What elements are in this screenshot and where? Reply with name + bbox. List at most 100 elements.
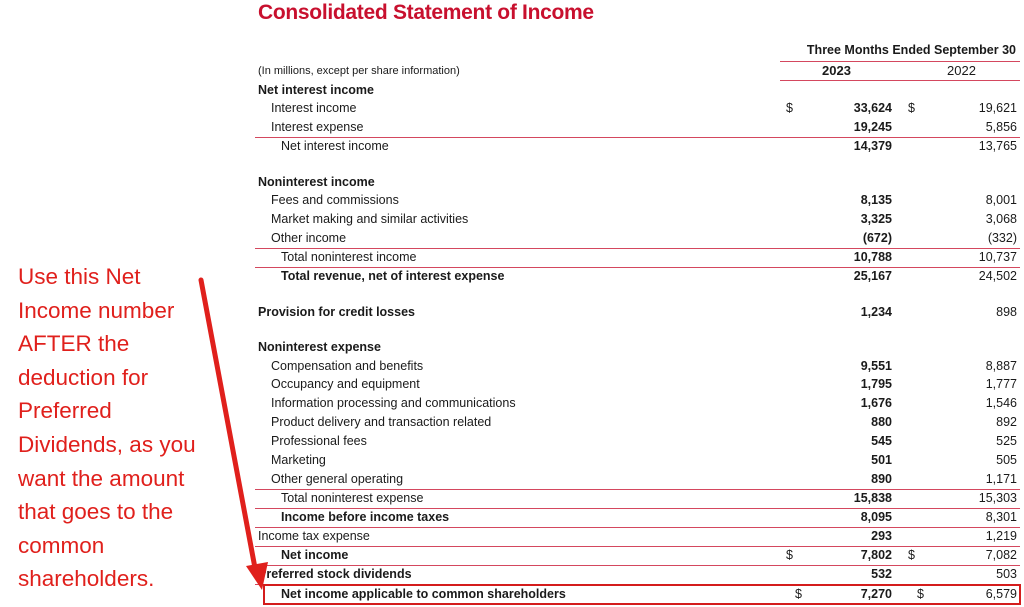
value-2022: 8,301: [985, 510, 1017, 524]
annotation-line: AFTER the: [18, 331, 130, 357]
table-row: Net interest income: [255, 81, 1020, 100]
value-2023: 293: [871, 529, 892, 543]
value-2022: 898: [996, 305, 1017, 319]
annotation-line: Dividends, as you: [18, 431, 196, 457]
value-2022: 7,082: [985, 548, 1017, 562]
table-row: Noninterest expense: [255, 338, 1020, 357]
annotation-line: deduction for: [18, 364, 149, 390]
table-row: Total noninterest income 10,788 10,737: [255, 248, 1020, 268]
value-2022: 1,171: [985, 472, 1017, 486]
divider: [780, 80, 1020, 81]
annotation-line: want the amount: [18, 465, 185, 491]
currency-symbol: $: [908, 101, 915, 115]
table-row: Occupancy and equipment 1,795 1,777: [255, 375, 1020, 394]
annotation-line: Preferred: [18, 398, 112, 424]
value-2023: 19,245: [853, 120, 892, 134]
value-2022: 19,621: [978, 101, 1017, 115]
statement-title: Consolidated Statement of Income: [258, 1, 594, 24]
row-label: Net income applicable to common sharehol…: [281, 587, 566, 601]
annotation-note: Use this Net Income number AFTER the deduct…: [18, 260, 218, 596]
row-label: Total noninterest expense: [281, 491, 424, 505]
value-2023: 3,325: [860, 212, 892, 226]
annotation-line: shareholders.: [18, 566, 155, 592]
row-label: Noninterest expense: [258, 340, 381, 354]
table-row: Other general operating 890 1,171: [255, 470, 1020, 490]
value-2023: 8,095: [860, 510, 892, 524]
row-label: Preferred stock dividends: [258, 567, 412, 581]
row-label: Total revenue, net of interest expense: [281, 269, 505, 283]
table-row: Interest expense 19,245 5,856: [255, 118, 1020, 138]
annotation-line: common: [18, 532, 105, 558]
table-row: Provision for credit losses 1,234 898: [255, 303, 1020, 322]
row-label: Product delivery and transaction related: [271, 415, 492, 429]
value-2022: 525: [996, 434, 1017, 448]
value-2022: 1,777: [985, 377, 1017, 391]
row-label: Net interest income: [281, 139, 389, 153]
table-row: Net income applicable to common sharehol…: [263, 584, 1021, 605]
units-note: (In millions, except per share informati…: [258, 65, 460, 77]
value-2023: 890: [871, 472, 892, 486]
row-label: Interest expense: [271, 120, 364, 134]
value-2022: 503: [996, 567, 1017, 581]
table-row: Preferred stock dividends 532 503: [255, 565, 1020, 585]
value-2023: 15,838: [853, 491, 892, 505]
row-label: Net interest income: [258, 83, 375, 97]
row-label: Market making and similar activities: [271, 212, 469, 226]
currency-symbol: $: [908, 548, 915, 562]
row-label: Compensation and benefits: [271, 359, 424, 373]
row-label: Other income: [271, 231, 347, 245]
row-label: Income before income taxes: [281, 510, 450, 524]
value-2023: 10,788: [853, 250, 892, 264]
row-label: Occupancy and equipment: [271, 377, 420, 391]
table-row: Other income (672) (332): [255, 229, 1020, 249]
table-row: Professional fees 545 525: [255, 432, 1020, 451]
table-row: Information processing and communication…: [255, 394, 1020, 413]
row-label: Interest income: [271, 101, 357, 115]
value-2023: 501: [871, 453, 892, 467]
table-row: Net income $ $7,802 7,082: [255, 546, 1020, 566]
year-2023: 2023: [822, 63, 851, 78]
divider: [780, 61, 1020, 62]
row-label: Professional fees: [271, 434, 367, 448]
value-2023: 25,167: [853, 269, 892, 283]
value-2023: 7,802: [860, 548, 892, 562]
table-row: Total noninterest expense 15,838 15,303: [255, 489, 1020, 509]
value-2023: (672): [862, 231, 892, 245]
value-2022: (332): [987, 231, 1017, 245]
currency-symbol: $: [786, 101, 793, 115]
value-2023: 545: [871, 434, 892, 448]
value-2022: 10,737: [978, 250, 1017, 264]
table-row: Compensation and benefits 9,551 8,887: [255, 357, 1020, 376]
currency-symbol: $: [795, 587, 802, 601]
table-row: Net interest income 14,379 13,765: [255, 137, 1020, 156]
table-row: Product delivery and transaction related…: [255, 413, 1020, 432]
annotation-line: Use this Net: [18, 264, 141, 289]
row-label: Provision for credit losses: [258, 305, 415, 319]
arrowhead: [246, 562, 268, 590]
table-row: Income before income taxes 8,095 8,301: [255, 508, 1020, 528]
annotation-line: that goes to the: [18, 499, 174, 525]
year-2022: 2022: [947, 63, 976, 78]
table-row: Total revenue, net of interest expense 25…: [255, 267, 1020, 286]
table-row: Income tax expense 293 1,219: [255, 527, 1020, 547]
table-row: Market making and similar activities 3,32…: [255, 210, 1020, 229]
value-2023: 8,135: [860, 193, 892, 207]
value-2023: 880: [871, 415, 892, 429]
value-2023: 532: [871, 567, 892, 581]
value-2022: 1,546: [985, 396, 1017, 410]
annotation-line: Income number: [18, 297, 175, 323]
table-row: Marketing 501 505: [255, 451, 1020, 470]
value-2023: 1,234: [860, 305, 892, 319]
value-2023: 14,379: [853, 139, 892, 153]
value-2022: 15,303: [978, 491, 1017, 505]
value-2022: 13,765: [978, 139, 1017, 153]
row-label: Marketing: [271, 453, 326, 467]
currency-symbol: $: [786, 548, 793, 562]
value-2023: 1,676: [860, 396, 892, 410]
value-2022: 892: [996, 415, 1017, 429]
value-2022: 6,579: [985, 587, 1017, 601]
row-label: Fees and commissions: [271, 193, 399, 207]
value-2023: 1,795: [860, 377, 892, 391]
value-2023: 33,624: [853, 101, 892, 115]
